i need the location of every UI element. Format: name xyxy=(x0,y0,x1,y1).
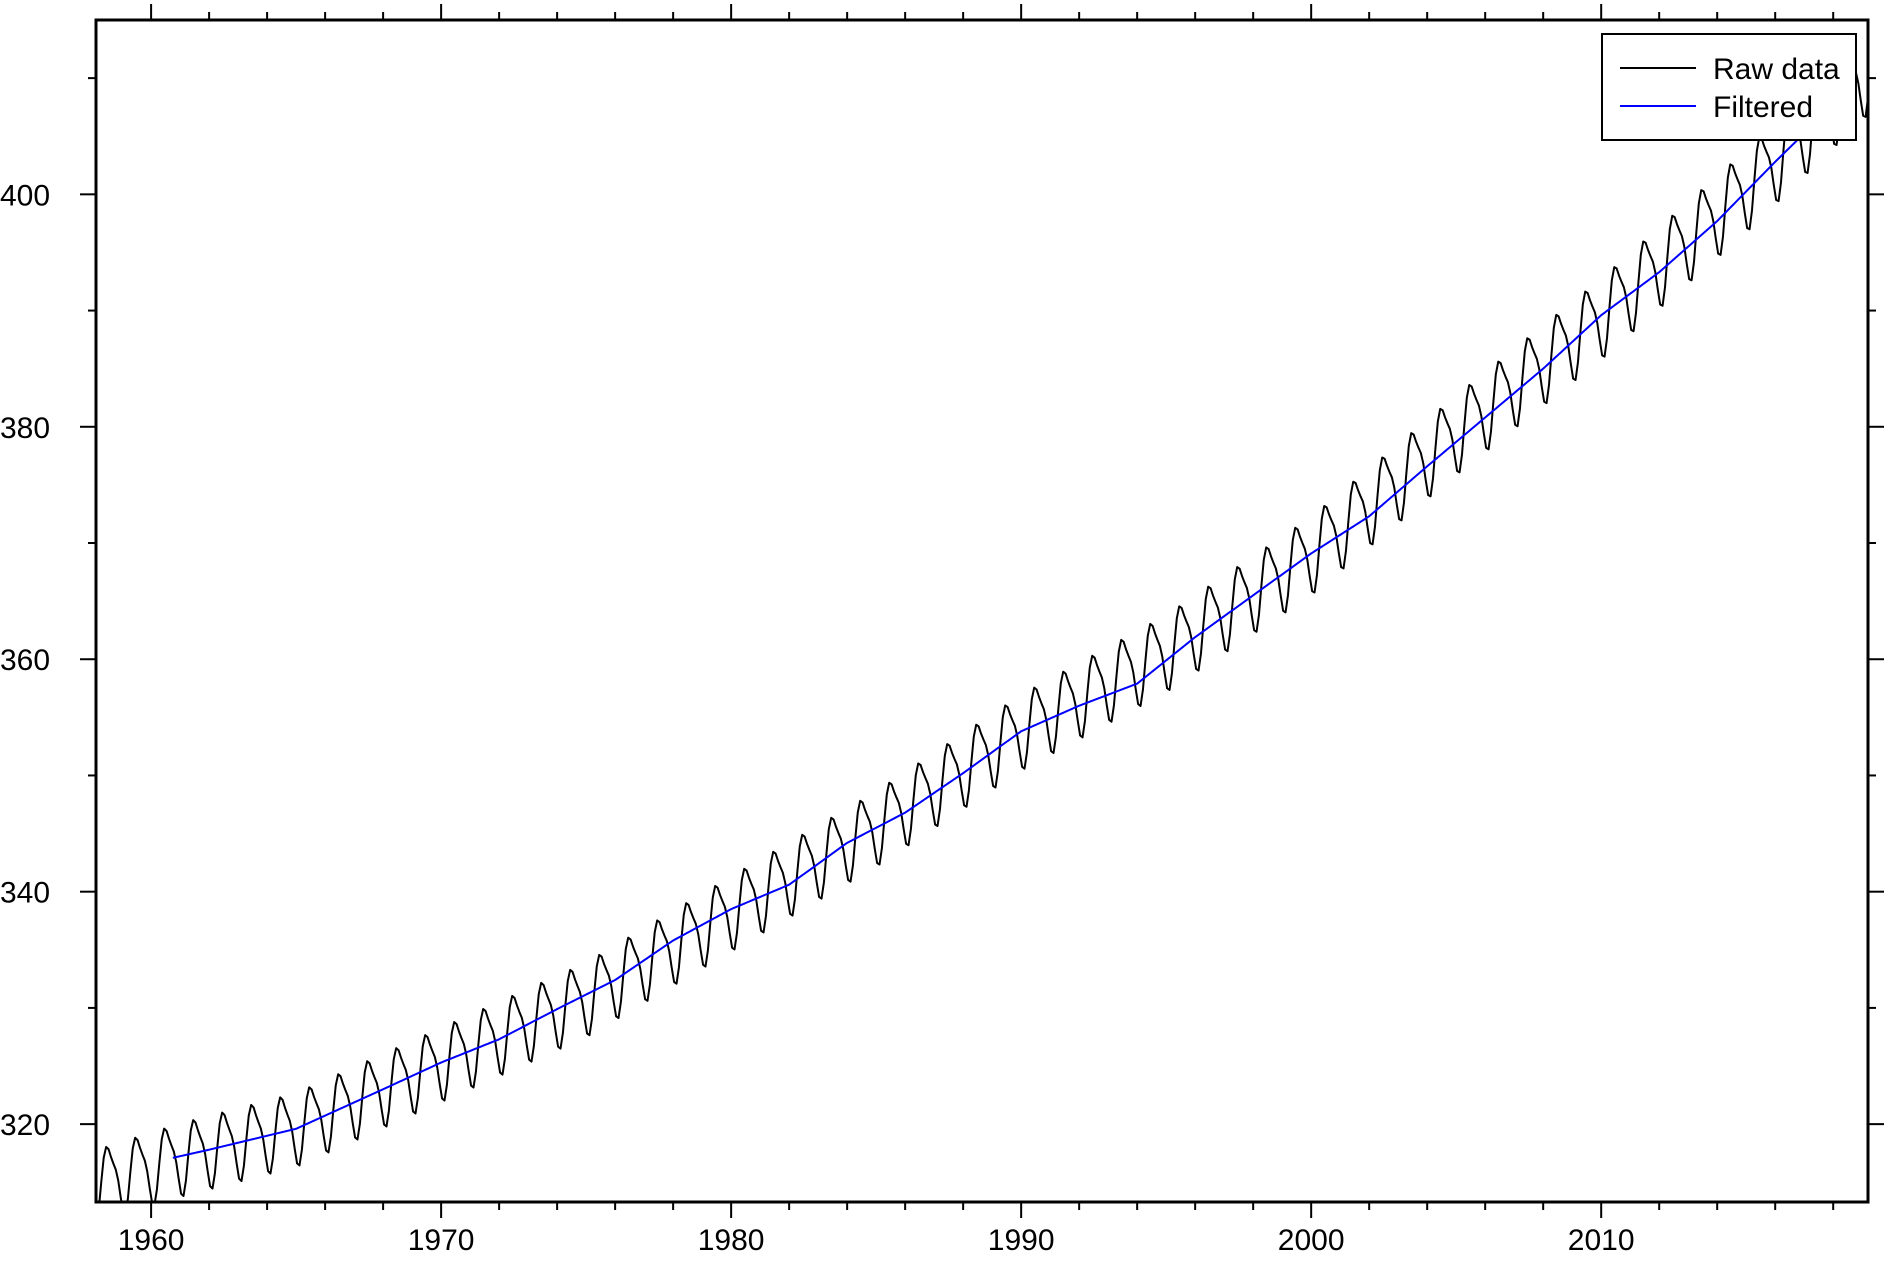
x-tick-label: 1970 xyxy=(408,1224,475,1257)
y-tick-label: 360 xyxy=(0,644,50,677)
legend: Raw data Filtered xyxy=(1601,33,1857,141)
x-tick-label: 2010 xyxy=(1568,1224,1635,1257)
y-tick-label: 340 xyxy=(0,877,50,910)
series-layer xyxy=(98,51,1868,1202)
series-line-filtered xyxy=(172,136,1802,1159)
x-tick-label: 1960 xyxy=(118,1224,185,1257)
x-tick-label: 2000 xyxy=(1278,1224,1345,1257)
series-line-raw-data xyxy=(98,51,1868,1202)
plot-frame xyxy=(94,18,1870,1204)
x-tick-label: 1990 xyxy=(988,1224,1055,1257)
y-tick-label: 320 xyxy=(0,1109,50,1142)
y-tick-label: 380 xyxy=(0,412,50,445)
axis-ticks xyxy=(80,4,1884,1218)
legend-label-raw-data: Raw data xyxy=(1713,53,1840,86)
x-tick-label: 1980 xyxy=(698,1224,765,1257)
y-tick-label: 400 xyxy=(0,179,50,212)
legend-label-filtered: Filtered xyxy=(1713,91,1813,124)
legend-box xyxy=(1601,33,1857,141)
axis-tick-labels: 1960 1970 1980 1990 2000 2010 320 340 360 380 400 xyxy=(0,179,1635,1257)
